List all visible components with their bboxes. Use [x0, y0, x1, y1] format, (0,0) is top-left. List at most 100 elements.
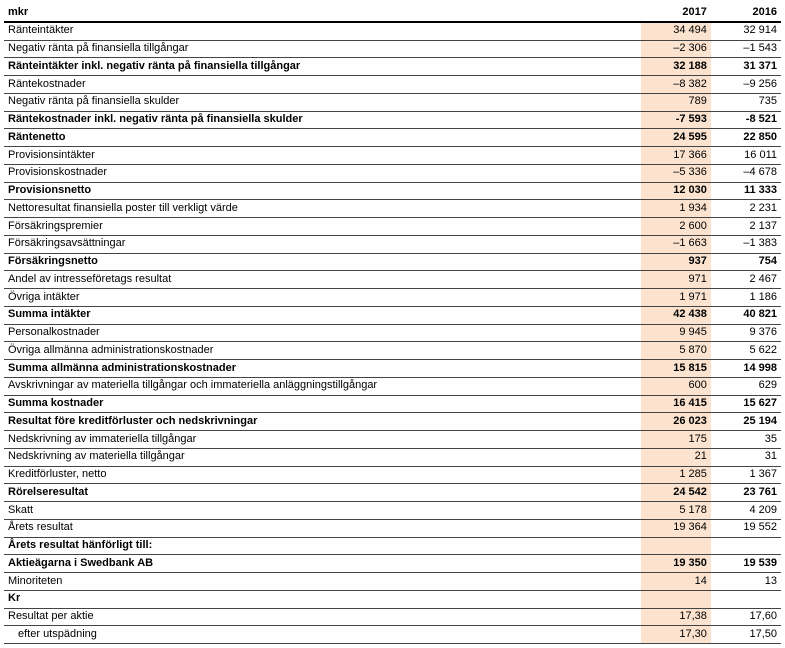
row-value-2016: 2 467: [711, 271, 781, 289]
table-row: Nettoresultat finansiella poster till ve…: [4, 200, 781, 218]
row-value-2017: –1 663: [641, 235, 711, 253]
table-row: efter utspädning17,3017,50: [4, 626, 781, 644]
table-row: Räntekostnader inkl. negativ ränta på fi…: [4, 111, 781, 129]
table-row: Negativ ränta på finansiella skulder7897…: [4, 93, 781, 111]
row-value-2016: 22 850: [711, 129, 781, 147]
row-label: Nedskrivning av materiella tillgångar: [4, 448, 641, 466]
table-row: Aktieägarna i Swedbank AB19 35019 539: [4, 555, 781, 573]
row-value-2017: 9 945: [641, 324, 711, 342]
table-row: Kreditförluster, netto1 2851 367: [4, 466, 781, 484]
row-value-2017: -7 593: [641, 111, 711, 129]
row-value-2017: 175: [641, 431, 711, 449]
header-unit: mkr: [4, 4, 641, 22]
row-label: Ränteintäkter inkl. negativ ränta på fin…: [4, 58, 641, 76]
table-row: Ränteintäkter inkl. negativ ränta på fin…: [4, 58, 781, 76]
row-label: Räntekostnader: [4, 76, 641, 94]
row-label: Personalkostnader: [4, 324, 641, 342]
row-value-2017: 5 870: [641, 342, 711, 360]
table-row: Kr: [4, 590, 781, 608]
row-value-2017: 34 494: [641, 22, 711, 40]
row-label: Årets resultat: [4, 519, 641, 537]
row-value-2016: 40 821: [711, 306, 781, 324]
row-value-2017: 17,38: [641, 608, 711, 626]
row-value-2017: 24 595: [641, 129, 711, 147]
row-value-2016: –1 543: [711, 40, 781, 58]
table-row: Negativ ränta på finansiella tillgångar –…: [4, 40, 781, 58]
table-row: Summa allmänna administrationskostnader1…: [4, 360, 781, 378]
row-label: efter utspädning: [4, 626, 641, 644]
row-value-2017: [641, 537, 711, 555]
row-label: Summa kostnader: [4, 395, 641, 413]
row-label: Ränteintäkter: [4, 22, 641, 40]
row-value-2017: –5 336: [641, 164, 711, 182]
header-year-2: 2016: [711, 4, 781, 22]
row-value-2016: 2 137: [711, 218, 781, 236]
table-row: Andel av intresseföretags resultat9712 4…: [4, 271, 781, 289]
row-value-2017: 21: [641, 448, 711, 466]
table-row: Räntekostnader–8 382–9 256: [4, 76, 781, 94]
row-value-2016: 4 209: [711, 502, 781, 520]
row-label: Provisionsnetto: [4, 182, 641, 200]
table-row: Nedskrivning av materiella tillgångar213…: [4, 448, 781, 466]
row-value-2016: 5 622: [711, 342, 781, 360]
row-value-2016: 1 367: [711, 466, 781, 484]
row-value-2017: 15 815: [641, 360, 711, 378]
table-row: Försäkringspremier2 6002 137: [4, 218, 781, 236]
row-label: Övriga intäkter: [4, 289, 641, 307]
row-value-2017: 14: [641, 573, 711, 591]
table-row: Avskrivningar av materiella tillgångar o…: [4, 377, 781, 395]
row-value-2016: 15 627: [711, 395, 781, 413]
row-value-2016: [711, 537, 781, 555]
row-label: Provisionskostnader: [4, 164, 641, 182]
table-row: Försäkringsnetto937754: [4, 253, 781, 271]
row-value-2016: [711, 590, 781, 608]
row-label: Försäkringspremier: [4, 218, 641, 236]
row-value-2016: 735: [711, 93, 781, 111]
row-value-2017: 17,30: [641, 626, 711, 644]
row-label: Summa allmänna administrationskostnader: [4, 360, 641, 378]
table-row: Minoriteten1413: [4, 573, 781, 591]
row-value-2016: 16 011: [711, 147, 781, 165]
table-row: Nedskrivning av immateriella tillgångar1…: [4, 431, 781, 449]
row-value-2017: 24 542: [641, 484, 711, 502]
table-row: Personalkostnader9 9459 376: [4, 324, 781, 342]
table-row: Provisionsnetto12 03011 333: [4, 182, 781, 200]
row-value-2016: –1 383: [711, 235, 781, 253]
row-label: Rörelseresultat: [4, 484, 641, 502]
table-row: Ränteintäkter34 49432 914: [4, 22, 781, 40]
row-label: Andel av intresseföretags resultat: [4, 271, 641, 289]
row-value-2017: 5 178: [641, 502, 711, 520]
row-value-2017: 971: [641, 271, 711, 289]
header-year-1: 2017: [641, 4, 711, 22]
row-value-2016: 11 333: [711, 182, 781, 200]
table-row: Övriga intäkter1 9711 186: [4, 289, 781, 307]
row-value-2017: 17 366: [641, 147, 711, 165]
row-value-2017: 937: [641, 253, 711, 271]
row-value-2016: 35: [711, 431, 781, 449]
table-row: Rörelseresultat24 54223 761: [4, 484, 781, 502]
row-label: Negativ ränta på finansiella tillgångar: [4, 40, 641, 58]
row-label: Räntekostnader inkl. negativ ränta på fi…: [4, 111, 641, 129]
row-value-2017: 42 438: [641, 306, 711, 324]
row-value-2016: 2 231: [711, 200, 781, 218]
table-row: Övriga allmänna administrationskostnader…: [4, 342, 781, 360]
row-value-2016: 31 371: [711, 58, 781, 76]
row-value-2017: 1 971: [641, 289, 711, 307]
row-value-2016: 17,50: [711, 626, 781, 644]
row-value-2016: 629: [711, 377, 781, 395]
table-row: Årets resultat19 36419 552: [4, 519, 781, 537]
table-row: Resultat före kreditförluster och nedskr…: [4, 413, 781, 431]
row-value-2016: 14 998: [711, 360, 781, 378]
row-value-2017: 19 350: [641, 555, 711, 573]
row-value-2016: 31: [711, 448, 781, 466]
row-label: Skatt: [4, 502, 641, 520]
row-value-2016: -8 521: [711, 111, 781, 129]
row-label: Resultat per aktie: [4, 608, 641, 626]
row-value-2016: –9 256: [711, 76, 781, 94]
table-row: Provisionsintäkter17 36616 011: [4, 147, 781, 165]
table-row: Försäkringsavsättningar–1 663–1 383: [4, 235, 781, 253]
row-label: Minoriteten: [4, 573, 641, 591]
row-label: Årets resultat hänförligt till:: [4, 537, 641, 555]
row-value-2016: 23 761: [711, 484, 781, 502]
row-value-2017: 16 415: [641, 395, 711, 413]
